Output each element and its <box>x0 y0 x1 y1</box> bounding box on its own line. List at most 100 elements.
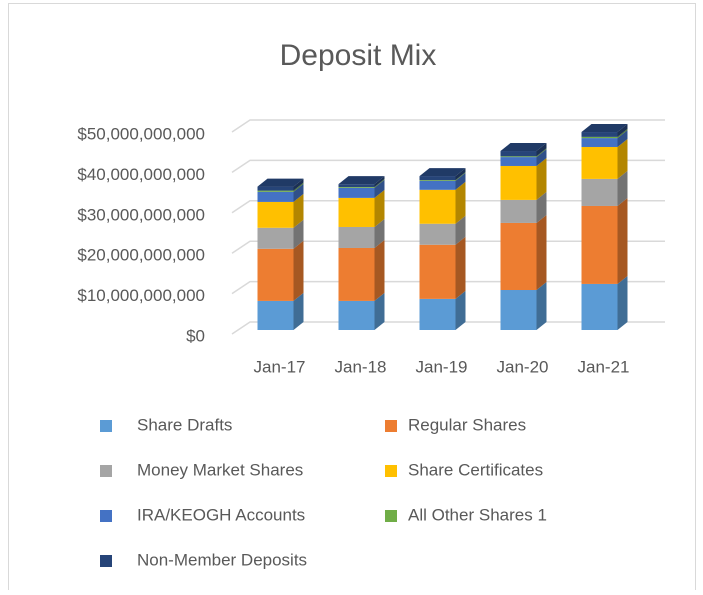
bar-segment-side <box>455 181 466 224</box>
x-tick-label: Jan-21 <box>578 357 630 376</box>
bar-segment <box>581 138 618 147</box>
legend-swatch <box>100 465 112 477</box>
legend-swatch <box>385 465 397 477</box>
bar-top <box>257 178 304 187</box>
bar-segment-side <box>455 172 466 181</box>
y-tick-label: $0 <box>186 326 205 345</box>
bar-segment-side <box>536 282 547 330</box>
bar-segment-side <box>455 215 466 245</box>
x-tick-label: Jan-20 <box>497 357 549 376</box>
legend-label: IRA/KEOGH Accounts <box>137 505 305 524</box>
bar-segment-side <box>374 179 385 198</box>
legend-swatch <box>100 555 112 567</box>
y-tick-label: $50,000,000,000 <box>77 124 205 143</box>
bar-segment <box>581 136 618 139</box>
bar-top <box>419 168 466 177</box>
bar-segment-side <box>617 130 628 147</box>
bar-segment <box>419 298 456 330</box>
legend-label: Money Market Shares <box>137 460 303 479</box>
bar-segment-side <box>293 183 304 202</box>
bar-segment-side <box>455 290 466 330</box>
bar-segment <box>581 178 618 206</box>
bar-segment-side <box>455 236 466 299</box>
bar-segment <box>581 205 618 284</box>
grid-line <box>231 119 665 133</box>
bar-segment <box>338 186 375 188</box>
bar-segment <box>500 165 537 200</box>
bar-segment-side <box>617 197 628 284</box>
bar-segment <box>419 189 456 224</box>
bar-top <box>500 143 547 152</box>
legend-label: Regular Shares <box>408 415 526 434</box>
x-tick-label: Jan-17 <box>254 357 306 376</box>
bar-segment-side <box>536 143 547 157</box>
bar-segment <box>581 146 618 179</box>
legend-label: Share Drafts <box>137 415 232 434</box>
legend-swatch <box>100 420 112 432</box>
bar-segment <box>500 156 537 158</box>
bar-segment <box>500 222 537 291</box>
bar-segment <box>338 300 375 330</box>
bar-segment-side <box>374 178 385 188</box>
y-tick-label: $20,000,000,000 <box>77 246 205 265</box>
bar-segment <box>338 197 375 227</box>
bar-segment-side <box>455 172 466 190</box>
bar-segment-side <box>617 275 628 330</box>
bar-segment <box>419 180 456 190</box>
bar-segment <box>257 248 294 301</box>
bar-segment-side <box>374 189 385 227</box>
bar-segment-side <box>293 182 304 192</box>
bar-segment <box>338 187 375 198</box>
legend-swatch <box>385 510 397 522</box>
bar-segment-side <box>293 193 304 228</box>
bar-segment <box>257 191 294 202</box>
bar-segment <box>257 190 294 192</box>
legend-label: Share Certificates <box>408 460 543 479</box>
bar-segment-side <box>617 138 628 179</box>
legend-label: Non-Member Deposits <box>137 550 307 569</box>
bar-segment-side <box>455 168 466 181</box>
bar-segment <box>257 227 294 249</box>
bar-segment-side <box>374 292 385 330</box>
bar-segment-side <box>536 214 547 291</box>
y-tick-label: $10,000,000,000 <box>77 286 205 305</box>
bar-segment <box>257 201 294 228</box>
bar-top <box>338 176 385 185</box>
bar-segment-side <box>293 219 304 249</box>
y-tick-label: $30,000,000,000 <box>77 205 205 224</box>
chart-title: Deposit Mix <box>280 39 437 72</box>
bar-segment <box>338 226 375 248</box>
bar-segment <box>338 184 375 187</box>
bar-segment <box>500 290 537 330</box>
bar-segment-side <box>293 292 304 330</box>
chart-border <box>8 3 696 595</box>
bar-segment-side <box>293 240 304 301</box>
legend-swatch <box>385 420 397 432</box>
bar-segment <box>338 247 375 301</box>
bar-segment-side <box>617 128 628 139</box>
x-tick-label: Jan-19 <box>416 357 468 376</box>
legend-swatch <box>100 510 112 522</box>
y-tick-label: $40,000,000,000 <box>77 165 205 184</box>
bar-segment <box>419 244 456 299</box>
bar-segment-side <box>374 218 385 248</box>
bar-segment <box>419 176 456 181</box>
bar-segment-side <box>536 149 547 166</box>
bar-segment <box>500 151 537 157</box>
bar-segment-side <box>536 148 547 158</box>
bar-segment <box>419 223 456 245</box>
bar-segment-side <box>374 239 385 301</box>
bar-segment-side <box>374 176 385 187</box>
bar-segment-side <box>617 170 628 206</box>
bar-top <box>581 124 628 133</box>
bar-segment <box>581 283 618 330</box>
legend-label: All Other Shares 1 <box>408 505 547 524</box>
bar-segment <box>581 132 618 137</box>
bar-segment <box>257 186 294 191</box>
bar-segment <box>500 199 537 223</box>
bar-segment-side <box>617 124 628 137</box>
bar-segment-side <box>536 157 547 200</box>
bar-segment <box>257 300 294 330</box>
x-tick-label: Jan-18 <box>335 357 387 376</box>
